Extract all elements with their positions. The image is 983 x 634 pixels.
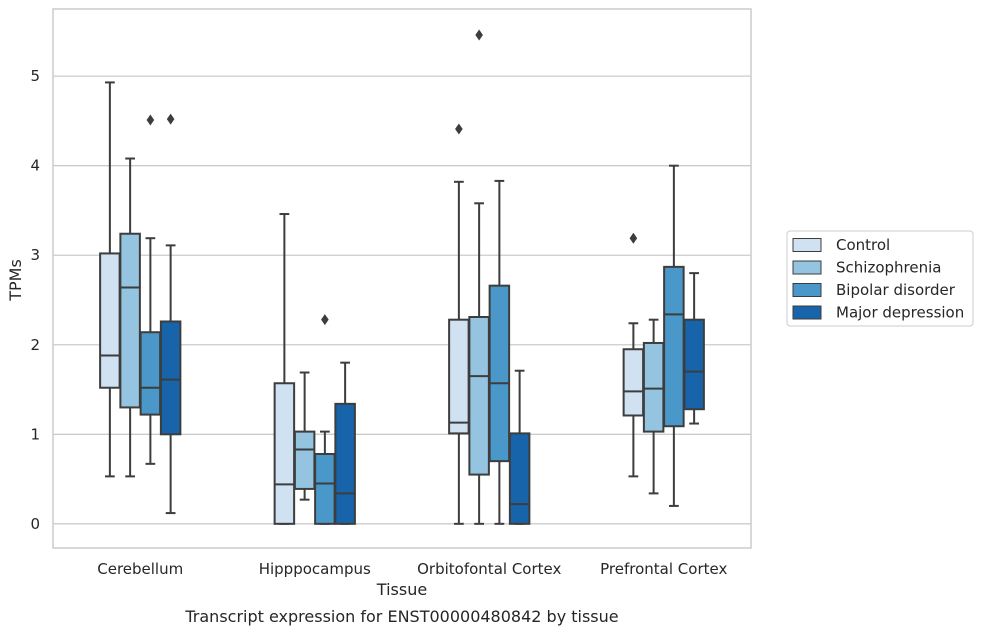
iqr-box [508, 432, 531, 525]
x-axis-label: Tissue [376, 580, 427, 599]
box-major-depression [508, 369, 531, 525]
y-tick-label: 4 [30, 157, 40, 175]
outlier-point [475, 29, 483, 41]
iqr-box [663, 265, 685, 428]
iqr-box [642, 341, 665, 433]
outlier-point [629, 232, 638, 244]
x-tick-label: Orbitofontal Cortex [417, 560, 561, 578]
legend-label: Bipolar disorder [836, 281, 956, 299]
outlier-point [455, 123, 463, 135]
y-tick-label: 0 [30, 515, 40, 533]
box-control [99, 81, 121, 478]
outlier-point [146, 114, 155, 126]
iqr-box [334, 402, 356, 525]
iqr-box [139, 331, 162, 416]
iqr-box [683, 318, 705, 411]
legend-swatch [792, 283, 822, 297]
legend-swatch [792, 305, 822, 320]
box-bipolar-disorder [488, 179, 511, 525]
y-tick-label: 5 [30, 67, 40, 85]
boxes [99, 29, 705, 525]
box-schizophrenia [119, 157, 141, 478]
box-control [448, 123, 470, 525]
plot-area [53, 9, 751, 548]
box-major-depression [334, 361, 356, 525]
x-tick-label: Cerebellum [97, 560, 183, 578]
iqr-box [488, 284, 511, 463]
box-major-depression [159, 113, 182, 515]
iqr-box [293, 430, 316, 490]
box-schizophrenia [293, 371, 316, 501]
legend-swatch [792, 238, 822, 252]
iqr-box [159, 320, 182, 436]
outlier-point [321, 314, 329, 326]
legend-frame [786, 230, 974, 327]
plot-frame [52, 8, 752, 549]
iqr-box [622, 348, 645, 417]
iqr-box [468, 316, 490, 476]
iqr-box [314, 452, 336, 525]
y-tick-label: 1 [30, 425, 40, 443]
x-tick-label: Hipppocampus [259, 560, 371, 578]
iqr-box [273, 382, 296, 525]
outlier-point [166, 113, 175, 125]
y-axis-label: TPMs [6, 259, 25, 302]
box-control [622, 232, 645, 478]
legend-label: Schizophrenia [836, 259, 941, 277]
box-control [273, 213, 296, 525]
iqr-box [99, 252, 121, 389]
iqr-box [119, 232, 141, 409]
legend: Control Schizophrenia Bipolar disorder Majo… [786, 230, 974, 327]
x-tick-label: Prefrontal Cortex [600, 560, 727, 578]
legend-swatch [792, 260, 822, 275]
box-bipolar-disorder [139, 114, 162, 465]
legend-label: Major depression [836, 304, 964, 322]
x-ticks: Cerebellum Hipppocampus Orbitofontal Corte… [97, 560, 727, 578]
box-major-depression [683, 272, 705, 425]
chart-caption: Transcript expression for ENST0000048084… [184, 607, 618, 626]
y-ticks: 0 1 2 3 4 5 [30, 67, 40, 533]
iqr-box [448, 318, 470, 435]
y-tick-label: 3 [30, 246, 40, 264]
box-bipolar-disorder [314, 314, 336, 525]
y-tick-label: 2 [30, 336, 40, 354]
legend-label: Control [836, 236, 890, 254]
